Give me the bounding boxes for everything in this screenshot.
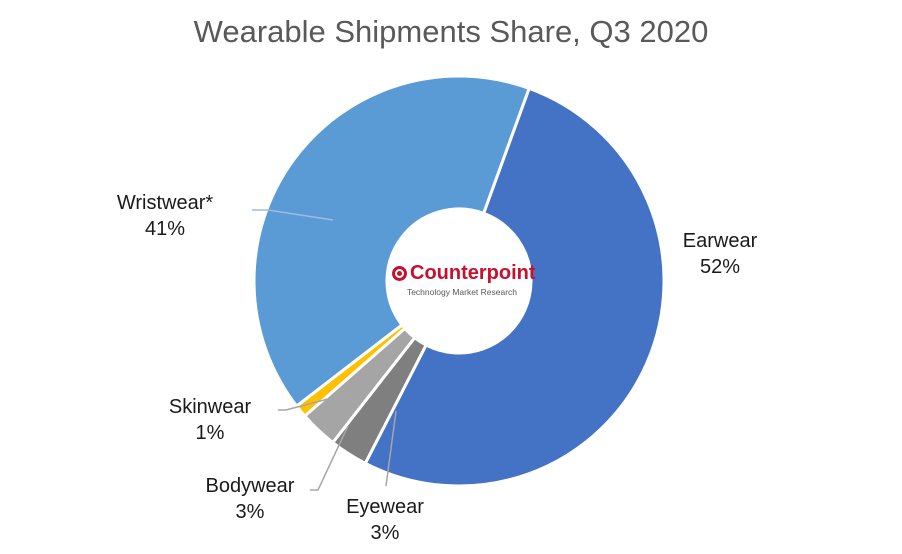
slice-label-earwear: Earwear 52% — [665, 228, 775, 280]
slice-label-value: 3% — [235, 501, 265, 523]
chart-title: Wearable Shipments Share, Q3 2020 — [193, 14, 709, 49]
slice-label-eyewear: Eyewear 3% — [330, 494, 440, 546]
slice-label-value: 3% — [370, 522, 400, 544]
leader-line-skinwear — [278, 388, 367, 411]
slice-label-value: 1% — [195, 422, 225, 444]
slice-label-bodywear: Bodywear 3% — [185, 473, 315, 525]
slice-label-name: Eyewear — [346, 496, 424, 518]
slice-label-name: Wristwear* — [116, 192, 214, 214]
leader-lines-group — [252, 209, 397, 491]
slices-group — [252, 74, 666, 488]
slice-label-name: Skinwear — [168, 396, 252, 418]
leader-line-bodywear — [310, 425, 349, 491]
slice-wristwear — [252, 74, 532, 409]
slice-earwear — [363, 86, 666, 488]
slice-label-value: 41% — [144, 218, 186, 240]
leader-line-eyewear — [385, 410, 397, 487]
slice-label-wristwear: Wristwear* 41% — [90, 190, 240, 242]
leader-line-wristwear — [252, 209, 334, 221]
slice-label-name: Earwear — [682, 230, 758, 252]
logo-tagline: Technology Market Research — [406, 287, 518, 297]
slice-label-name: Bodywear — [205, 475, 295, 497]
slice-label-skinwear: Skinwear 1% — [145, 394, 275, 446]
counterpoint-mark-icon — [392, 266, 407, 281]
slice-label-value: 52% — [699, 256, 741, 278]
logo-name: Counterpoint — [410, 262, 536, 284]
counterpoint-logo: Counterpoint Technology Market Research — [392, 262, 536, 297]
